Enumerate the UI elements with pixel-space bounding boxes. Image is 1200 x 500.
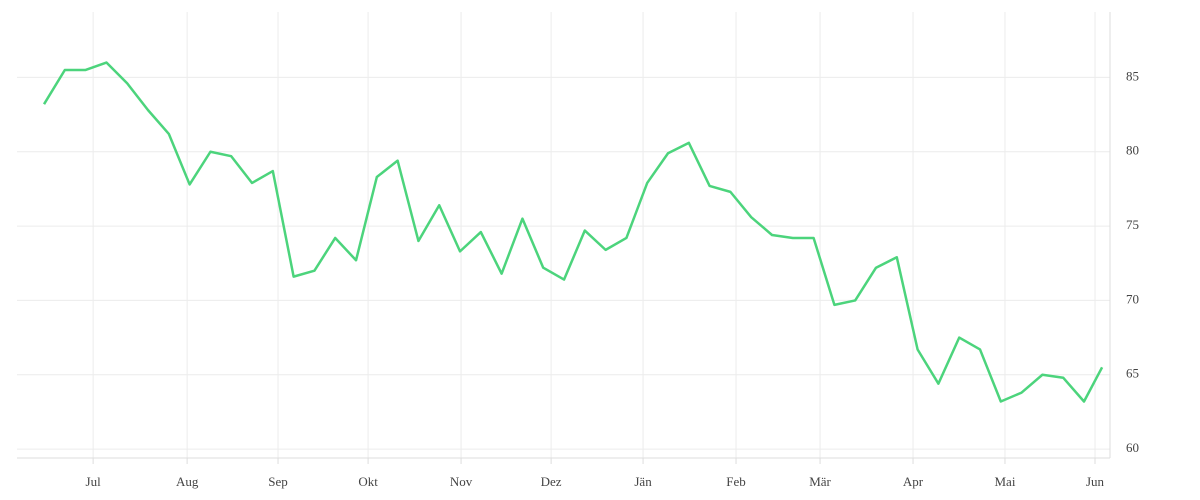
x-tick-label: Aug <box>176 474 199 489</box>
x-tick-label: Mai <box>994 474 1015 489</box>
y-tick-label: 65 <box>1126 366 1139 381</box>
y-tick-label: 75 <box>1126 217 1139 232</box>
x-tick-label: Mär <box>809 474 831 489</box>
y-tick-label: 80 <box>1126 143 1139 158</box>
x-tick-label: Feb <box>726 474 746 489</box>
x-tick-label: Jän <box>634 474 652 489</box>
x-tick-label: Jul <box>86 474 102 489</box>
x-tick-label: Sep <box>268 474 288 489</box>
x-tick-label: Nov <box>450 474 473 489</box>
y-tick-label: 70 <box>1126 291 1139 306</box>
x-tick-label: Okt <box>358 474 378 489</box>
x-tick-label: Dez <box>541 474 562 489</box>
y-tick-label: 60 <box>1126 440 1139 455</box>
line-series <box>42 61 1104 403</box>
x-tick-label: Apr <box>903 474 924 489</box>
y-tick-label: 85 <box>1126 68 1139 83</box>
x-tick-label: Jun <box>1086 474 1105 489</box>
